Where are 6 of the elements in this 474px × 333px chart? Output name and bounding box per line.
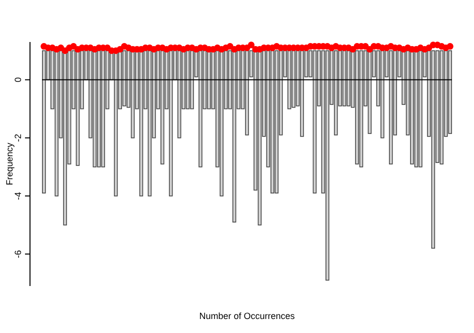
x-axis-title: Number of Occurrences: [199, 311, 296, 321]
y-tick-label: -2: [13, 134, 23, 142]
y-tick-label: -6: [13, 250, 23, 258]
y-axis-title: Frequency: [4, 142, 14, 186]
y-tick-label: -4: [13, 192, 23, 200]
y-tick-label: 0: [13, 77, 23, 82]
